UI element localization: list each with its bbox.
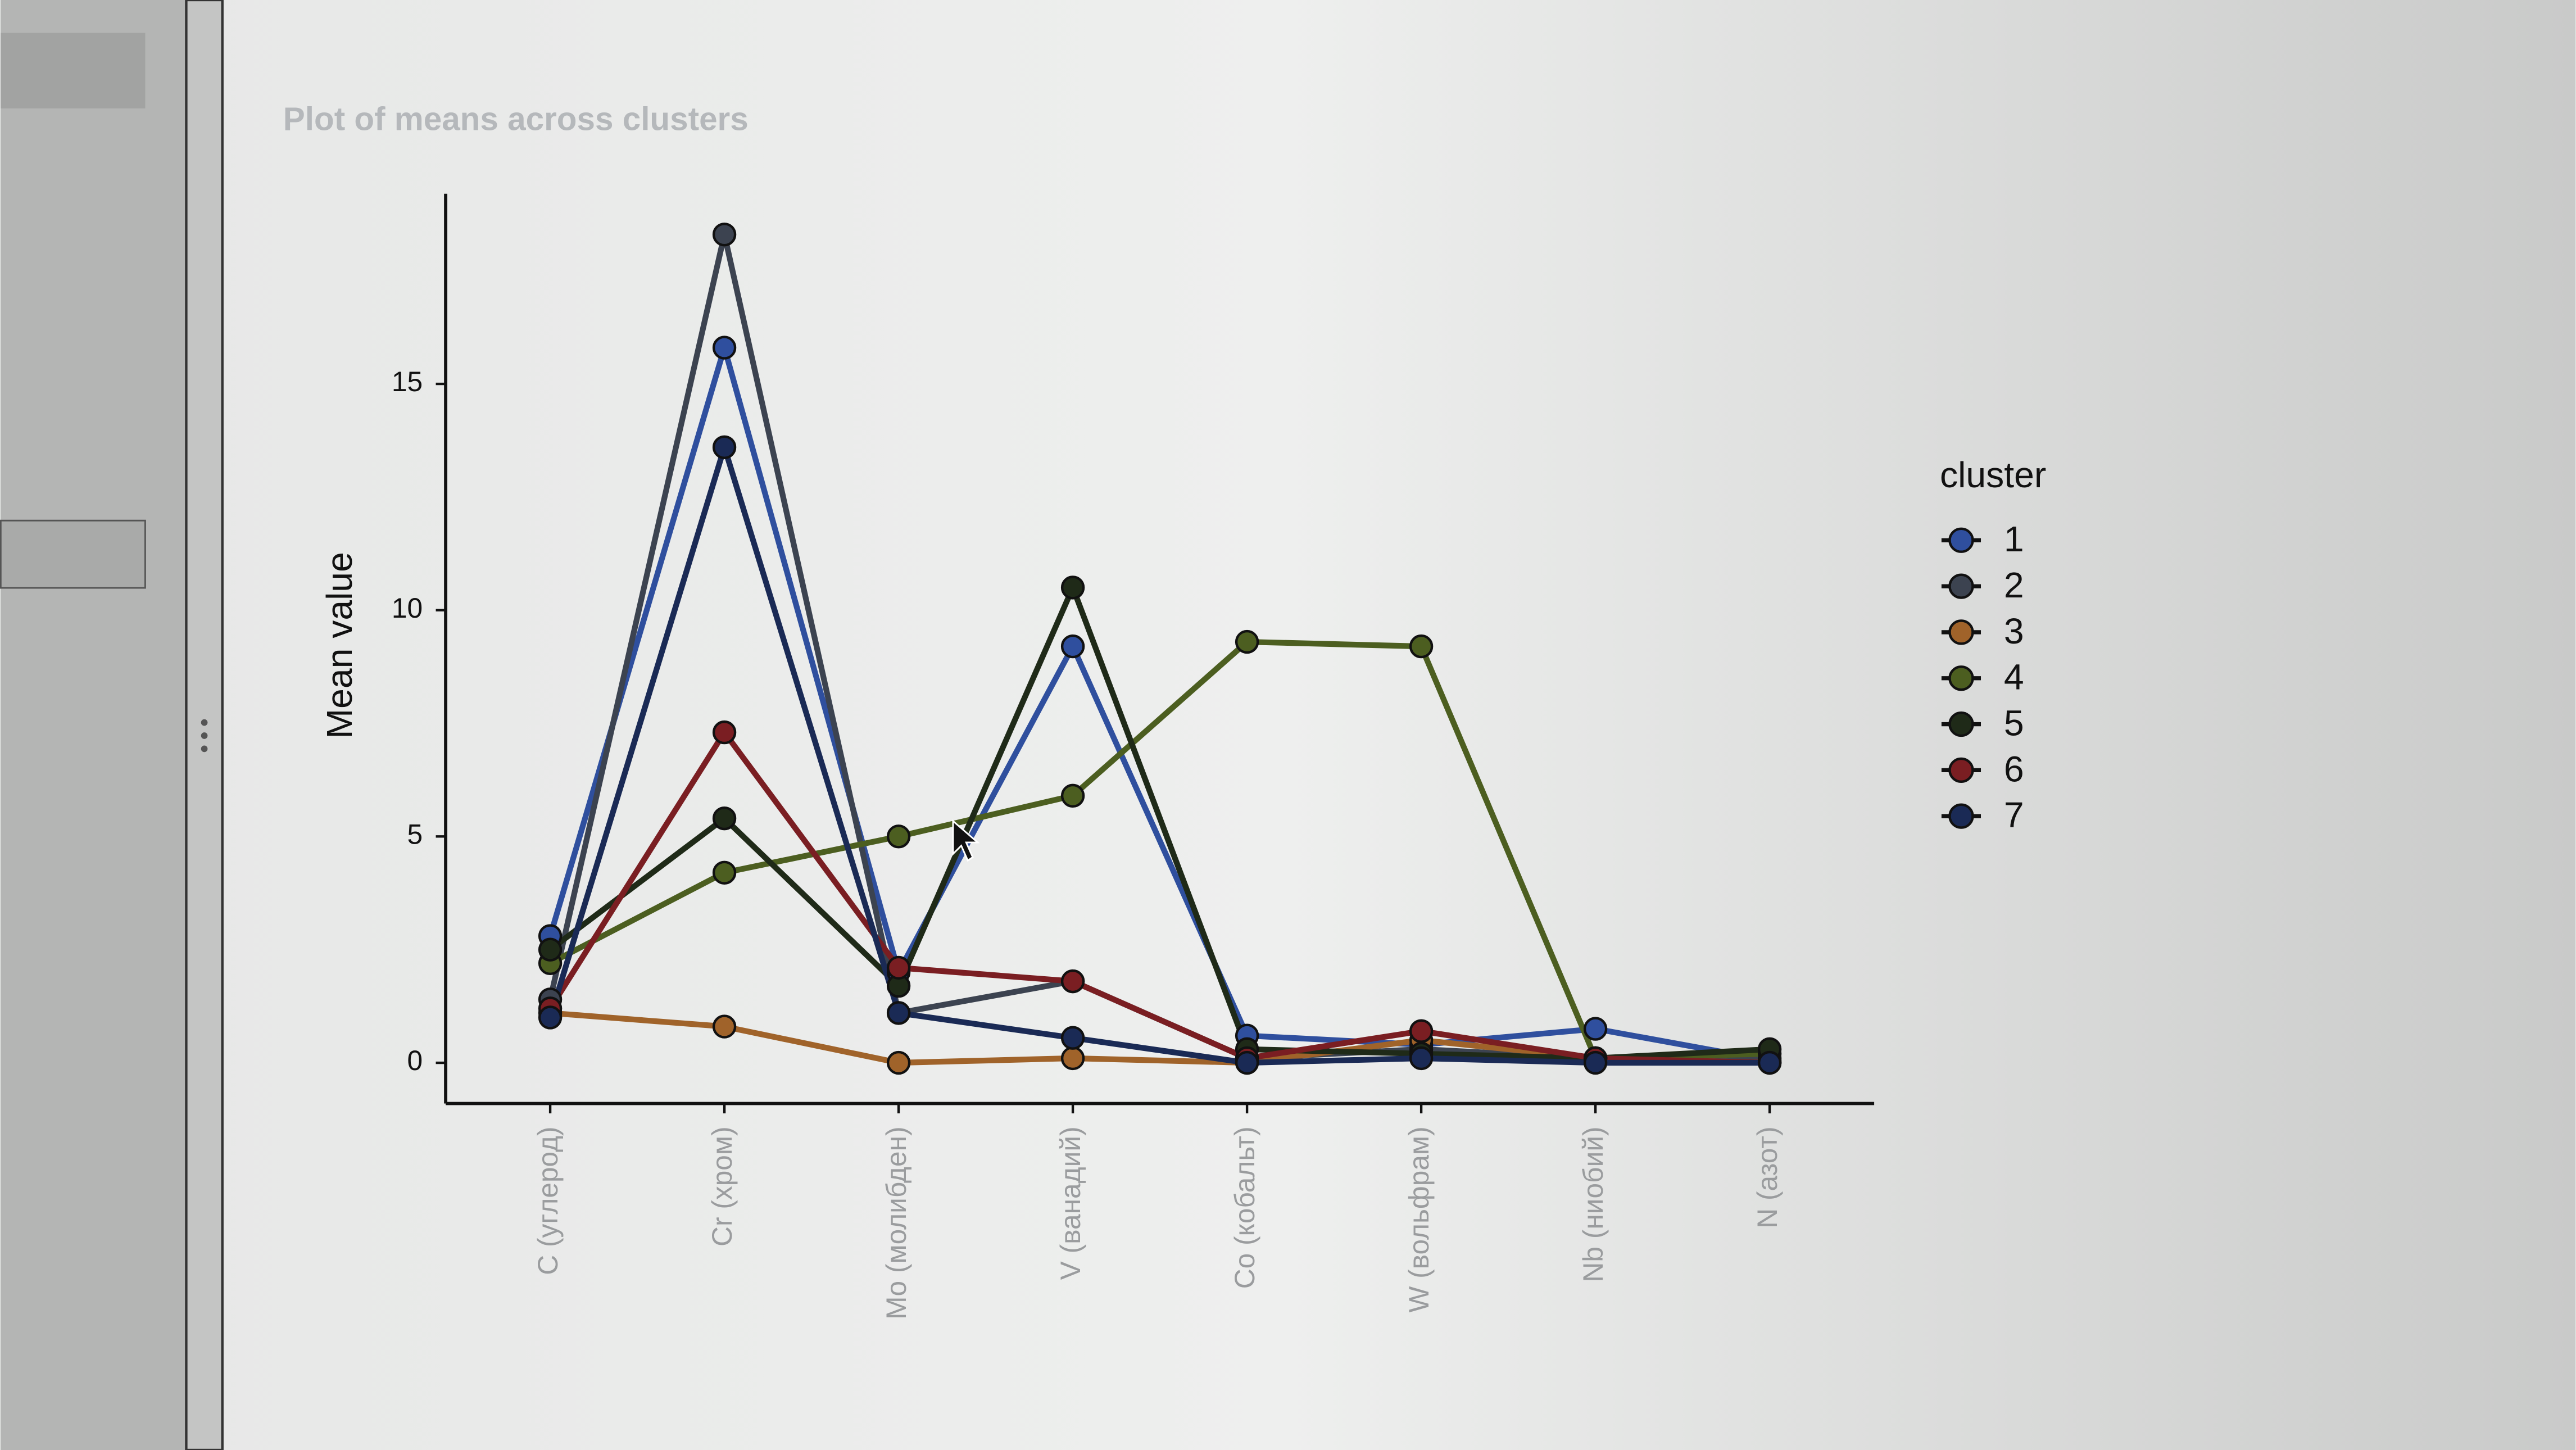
x-tick-label: Co (кобальт) xyxy=(1229,1126,1260,1289)
legend-marker xyxy=(1948,711,1974,737)
data-point xyxy=(538,1005,563,1030)
splitter-dot xyxy=(201,745,208,753)
data-point xyxy=(1757,1050,1782,1075)
data-point xyxy=(712,720,737,745)
data-point xyxy=(1409,634,1434,659)
data-point xyxy=(1235,1050,1259,1075)
data-point xyxy=(1409,1046,1434,1071)
legend-marker xyxy=(1948,527,1974,553)
data-point xyxy=(1583,1050,1608,1075)
legend-marker xyxy=(1948,665,1974,691)
legend-label: 5 xyxy=(2004,703,2024,743)
data-point xyxy=(886,955,911,980)
data-point xyxy=(1409,1019,1434,1043)
data-point xyxy=(538,937,563,962)
legend-label: 2 xyxy=(2004,565,2024,605)
legend-label: 6 xyxy=(2004,749,2024,789)
panel-field[interactable] xyxy=(0,519,146,589)
series-line xyxy=(547,444,1770,1066)
series-line xyxy=(547,345,1771,1064)
data-point xyxy=(1060,1046,1085,1071)
data-point xyxy=(886,1001,911,1025)
y-tick-label: 5 xyxy=(407,818,423,850)
legend-title: cluster xyxy=(1940,455,2046,495)
legend-label: 3 xyxy=(2004,611,2024,651)
series-line xyxy=(547,729,1770,1066)
x-tick-label: Nb (ниобий) xyxy=(1577,1126,1609,1282)
legend-label: 7 xyxy=(2004,795,2024,835)
legend-marker xyxy=(1948,803,1974,829)
data-point xyxy=(712,223,737,247)
data-point xyxy=(712,806,737,831)
x-tick-label: Mo (молибден) xyxy=(881,1126,912,1319)
data-point xyxy=(1060,576,1085,600)
x-tick-label: W (вольфрам) xyxy=(1403,1126,1435,1312)
chart-title: Plot of means across clusters xyxy=(283,101,749,138)
x-tick-label: N (азот) xyxy=(1752,1126,1783,1228)
data-point xyxy=(886,824,911,849)
data-point xyxy=(1060,1026,1085,1050)
splitter-dot xyxy=(201,719,208,726)
data-point xyxy=(1235,629,1259,654)
data-point xyxy=(1583,1017,1608,1041)
y-tick-label: 0 xyxy=(407,1045,423,1076)
splitter-dot xyxy=(201,732,208,739)
y-axis-label: Mean value xyxy=(319,552,360,738)
legend-label: 4 xyxy=(2004,657,2024,697)
x-tick-label: V (ванадий) xyxy=(1055,1126,1086,1280)
data-point xyxy=(1060,783,1085,808)
data-point xyxy=(712,860,737,885)
legend-marker xyxy=(1948,573,1974,599)
data-point xyxy=(886,1050,911,1075)
mouse-cursor xyxy=(952,819,980,862)
data-point xyxy=(1060,969,1085,994)
panel-block xyxy=(1,33,146,108)
data-point xyxy=(712,1014,737,1039)
y-tick-label: 15 xyxy=(392,366,423,397)
data-point xyxy=(1060,634,1085,659)
x-tick-label: C (углерод) xyxy=(532,1126,564,1275)
legend-marker xyxy=(1948,619,1974,645)
series-line xyxy=(548,638,1770,1062)
legend-label: 1 xyxy=(2004,519,2024,559)
legend-marker xyxy=(1948,757,1974,783)
x-tick-label: Cr (хром) xyxy=(706,1126,738,1246)
data-point xyxy=(712,435,737,459)
data-point xyxy=(712,336,737,360)
series-line xyxy=(548,584,1770,1062)
y-tick-label: 10 xyxy=(392,592,423,624)
